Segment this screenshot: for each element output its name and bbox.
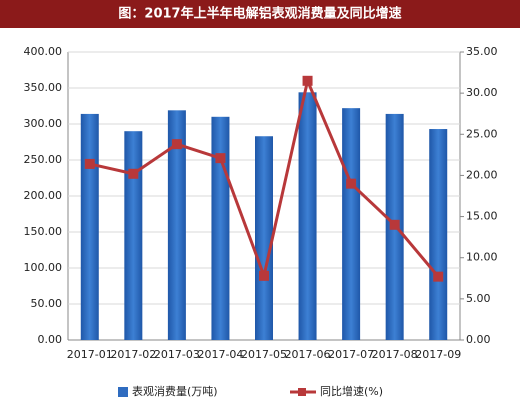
chart-title: 图：2017年上半年电解铝表观消费量及同比增速 [118, 6, 401, 22]
y2-tick-label: 30.00 [466, 86, 498, 99]
x-tick-label: 2017-07 [328, 348, 374, 361]
legend-swatch [298, 388, 306, 396]
title-bar [0, 0, 520, 28]
marker [84, 158, 95, 169]
y2-tick-label: 25.00 [466, 127, 498, 140]
y-tick-label: 200.00 [24, 189, 63, 202]
y2-tick-label: 20.00 [466, 168, 498, 181]
x-tick-label: 2017-04 [197, 348, 243, 361]
marker [128, 168, 139, 179]
bar [342, 108, 361, 340]
bar [124, 131, 143, 340]
y-tick-label: 400.00 [24, 45, 63, 58]
y2-tick-label: 0.00 [466, 333, 491, 346]
marker [433, 271, 444, 282]
y-tick-label: 250.00 [24, 153, 63, 166]
x-tick-label: 2017-01 [67, 348, 113, 361]
bar [255, 136, 273, 340]
x-tick-label: 2017-02 [110, 348, 156, 361]
bar [298, 92, 317, 340]
y-tick-label: 0.00 [38, 333, 63, 346]
x-tick-label: 2017-08 [372, 348, 418, 361]
legend-label: 表观消费量(万吨) [132, 384, 218, 398]
bar [80, 113, 99, 340]
x-tick-label: 2017-09 [415, 348, 461, 361]
y-tick-label: 150.00 [24, 225, 63, 238]
legend-swatch [118, 387, 128, 397]
x-tick-label: 2017-03 [154, 348, 200, 361]
marker [259, 270, 269, 281]
x-tick-label: 2017-05 [241, 348, 287, 361]
marker [215, 153, 226, 164]
y-tick-label: 50.00 [31, 297, 63, 310]
y2-tick-label: 35.00 [466, 45, 498, 58]
x-tick-label: 2017-06 [285, 348, 331, 361]
legend-label: 同比增速(%) [320, 384, 383, 398]
bar [167, 110, 186, 340]
bar [211, 116, 230, 340]
y-tick-label: 300.00 [24, 117, 63, 130]
y-tick-label: 350.00 [24, 81, 63, 94]
y2-tick-label: 5.00 [466, 292, 491, 305]
marker [302, 75, 313, 86]
marker [171, 139, 182, 150]
marker [346, 178, 357, 189]
y2-tick-label: 10.00 [466, 251, 498, 264]
bar [429, 129, 448, 340]
marker [389, 219, 400, 230]
y2-tick-label: 15.00 [466, 210, 498, 223]
y-tick-label: 100.00 [24, 261, 63, 274]
